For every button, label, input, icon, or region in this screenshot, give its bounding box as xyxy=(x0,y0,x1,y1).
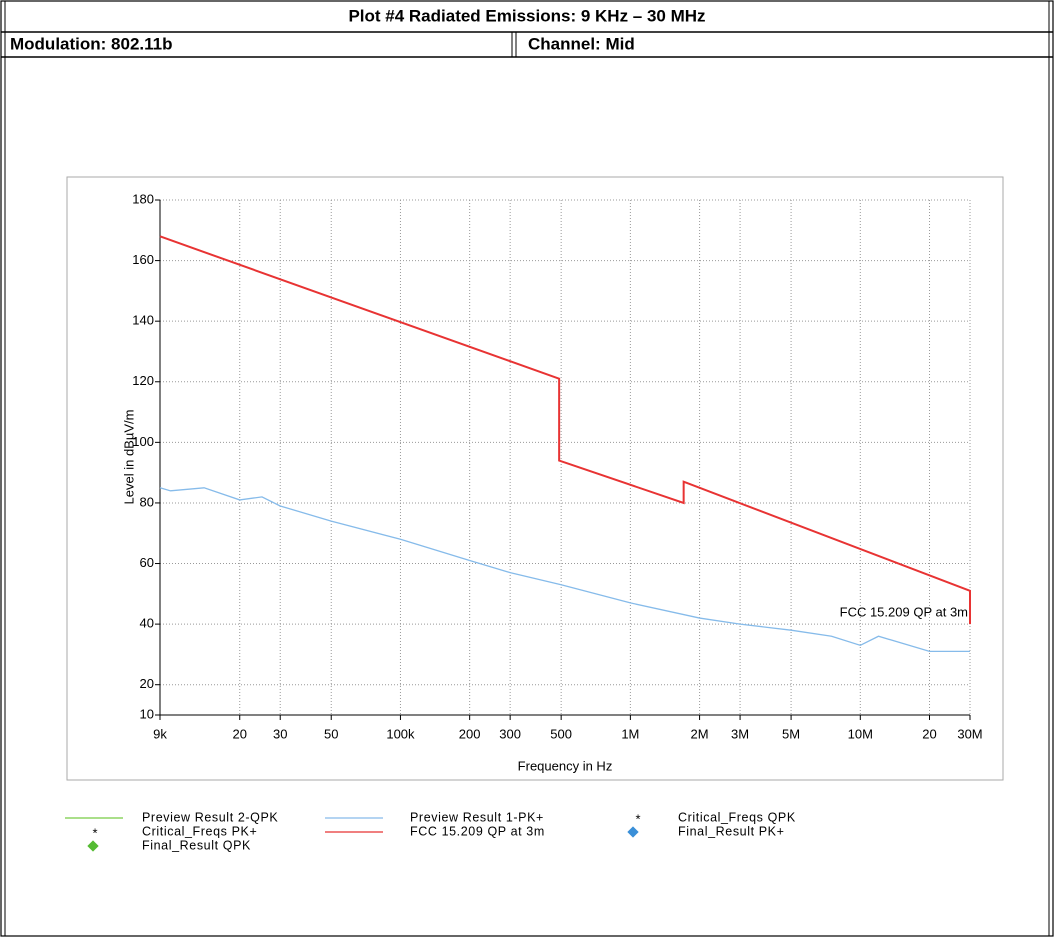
x-tick-label: 50 xyxy=(324,726,338,741)
x-tick-label: 200 xyxy=(459,726,481,741)
x-tick-label: 3M xyxy=(731,726,749,741)
legend-swatch: * xyxy=(92,825,97,840)
x-tick-label: 30M xyxy=(957,726,982,741)
y-tick-label: 80 xyxy=(140,494,154,509)
legend-swatch: * xyxy=(635,811,640,826)
x-tick-label: 100k xyxy=(386,726,415,741)
page-title: Plot #4 Radiated Emissions: 9 KHz – 30 M… xyxy=(348,6,705,25)
y-tick-label: 40 xyxy=(140,616,154,631)
x-axis-label: Frequency in Hz xyxy=(518,758,613,773)
chart-frame xyxy=(66,176,1004,781)
x-tick-label: 20 xyxy=(233,726,247,741)
legend-label: Critical_Freqs PK+ xyxy=(142,824,257,838)
x-tick-label: 20 xyxy=(922,726,936,741)
annotation: FCC 15.209 QP at 3m xyxy=(840,604,968,619)
x-tick-label: 9k xyxy=(153,726,167,741)
legend-swatch xyxy=(87,840,99,852)
series-line xyxy=(159,487,970,653)
legend-label: FCC 15.209 QP at 3m xyxy=(410,824,545,838)
y-tick-label: 120 xyxy=(132,373,154,388)
x-tick-label: 2M xyxy=(691,726,709,741)
y-tick-label: 140 xyxy=(132,313,154,328)
y-tick-label: 20 xyxy=(140,676,154,691)
channel: Channel: Mid xyxy=(528,34,635,53)
legend-label: Final_Result QPK xyxy=(142,838,251,852)
y-tick-label: 60 xyxy=(140,555,154,570)
y-tick-label: 180 xyxy=(132,191,154,206)
x-tick-label: 500 xyxy=(550,726,572,741)
x-tick-label: 30 xyxy=(273,726,287,741)
x-tick-label: 5M xyxy=(782,726,800,741)
y-tick-label: 100 xyxy=(132,434,154,449)
legend-label: Preview Result 1-PK+ xyxy=(410,810,544,824)
series-line xyxy=(159,235,971,625)
legend-label: Critical_Freqs QPK xyxy=(678,810,796,824)
x-tick-label: 1M xyxy=(621,726,639,741)
legend-swatch xyxy=(627,826,639,838)
y-axis-label: Level in dBµV/m xyxy=(121,410,136,505)
x-tick-label: 300 xyxy=(499,726,521,741)
modulation: Modulation: 802.11b xyxy=(10,34,172,53)
x-tick-label: 10M xyxy=(848,726,873,741)
legend-label: Preview Result 2-QPK xyxy=(142,810,278,824)
y-tick-label: 160 xyxy=(132,252,154,267)
legend-label: Final_Result PK+ xyxy=(678,824,785,838)
y-tick-label: 10 xyxy=(140,706,154,721)
